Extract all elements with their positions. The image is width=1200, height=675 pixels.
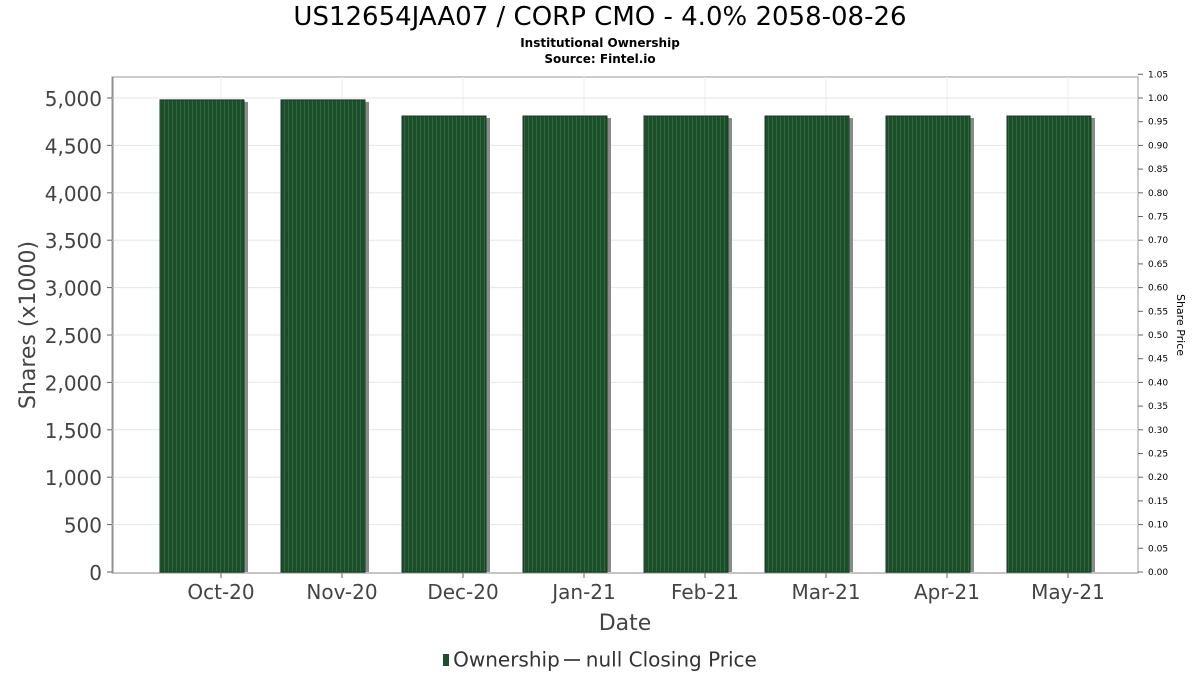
y-tick-label: 1,000: [45, 466, 102, 490]
ownership-chart: 0 500 1,000 1,500 2,000 2,500 3,000 3,500 4,000 4…: [16, 70, 1187, 636]
ownership-bar: [764, 115, 850, 573]
y2-tick-label: 0.75: [1148, 213, 1168, 223]
y-axis-label: Shares (x1000): [16, 241, 41, 409]
y2-tick-label: 0.85: [1148, 165, 1168, 175]
legend: Ownership null Closing Price: [0, 646, 1200, 672]
y2-tick-label: 0.45: [1148, 355, 1168, 365]
x-tick-label: Feb-21: [671, 580, 739, 604]
y-tick-label: 3,500: [45, 229, 102, 253]
y2-tick-label: 0.05: [1148, 544, 1168, 554]
ownership-bar: [643, 115, 729, 573]
chart-source: Source: Fintel.io: [544, 52, 656, 66]
y2-tick-label: 0.60: [1148, 284, 1168, 294]
bar-series: [159, 99, 1095, 573]
ownership-bar: [280, 99, 366, 573]
ownership-bar: [885, 115, 971, 573]
y2-tick-label: 0.65: [1148, 260, 1168, 270]
x-axis: Oct-20 Nov-20 Dec-20 Jan-21 Feb-21 Mar-21 Apr-…: [112, 572, 1138, 604]
y2-tick-label: 0.80: [1148, 189, 1168, 199]
y2-tick-label: 1.00: [1148, 94, 1168, 104]
y2-axis-label: Share Price: [1174, 294, 1187, 356]
y-tick-label: 500: [64, 514, 102, 538]
y2-tick-label: 0.20: [1148, 473, 1168, 483]
y-tick-label: 2,000: [45, 371, 102, 395]
y2-tick-label: 0.70: [1148, 236, 1168, 246]
y2-tick-label: 0.10: [1148, 521, 1168, 531]
x-tick-label: Mar-21: [791, 580, 860, 604]
x-axis-label: Date: [599, 611, 652, 636]
y-tick-label: 4,500: [45, 134, 102, 158]
y-tick-label: 2,500: [45, 324, 102, 348]
y2-tick-label: 0.90: [1148, 141, 1168, 151]
ownership-legend-label: Ownership: [453, 647, 560, 672]
plot-area: [111, 76, 1139, 574]
y-tick-label: 0: [89, 561, 102, 585]
y-tick-label: 1,500: [45, 419, 102, 443]
y2-tick-label: 0.40: [1148, 378, 1168, 388]
x-tick-label: Apr-21: [914, 580, 980, 604]
y2-tick-label: 0.55: [1148, 307, 1168, 317]
price-legend-swatch: [563, 658, 580, 661]
x-tick-label: May-21: [1031, 580, 1105, 604]
chart-title: US12654JAA07 / CORP CMO - 4.0% 2058-08-2…: [293, 2, 907, 32]
y2-tick-label: 0.15: [1148, 497, 1168, 507]
y-tick-label: 3,000: [45, 277, 102, 301]
y-tick-label: 5,000: [45, 87, 102, 111]
ownership-bar: [1006, 115, 1092, 573]
y2-tick-label: 0.35: [1148, 402, 1168, 412]
y2-tick-label: 0.95: [1148, 118, 1168, 128]
ownership-bar: [522, 115, 608, 573]
ownership-bar: [159, 99, 245, 573]
y-tick-label: 4,000: [45, 182, 102, 206]
y-axis-right: 0.00 0.05 0.10 0.15 0.20 0.25 0.30 0.35 0.40 0.45…: [1138, 70, 1168, 578]
y2-tick-label: 0.50: [1148, 331, 1168, 341]
x-tick-label: Jan-21: [550, 580, 616, 604]
ownership-legend-swatch: [443, 653, 450, 666]
x-tick-label: Nov-20: [306, 580, 377, 604]
y2-tick-label: 0.00: [1148, 568, 1168, 578]
x-tick-label: Dec-20: [427, 580, 498, 604]
ownership-bar: [401, 115, 487, 573]
y2-tick-label: 0.25: [1148, 450, 1168, 460]
price-legend-label: null Closing Price: [585, 647, 757, 672]
y-axis-left: 0 500 1,000 1,500 2,000 2,500 3,000 3,500 4,000 4…: [45, 77, 114, 585]
x-tick-label: Oct-20: [187, 580, 254, 604]
y2-tick-label: 0.30: [1148, 426, 1168, 436]
chart-subtitle: Institutional Ownership: [520, 36, 680, 50]
y2-tick-label: 1.05: [1148, 70, 1168, 80]
